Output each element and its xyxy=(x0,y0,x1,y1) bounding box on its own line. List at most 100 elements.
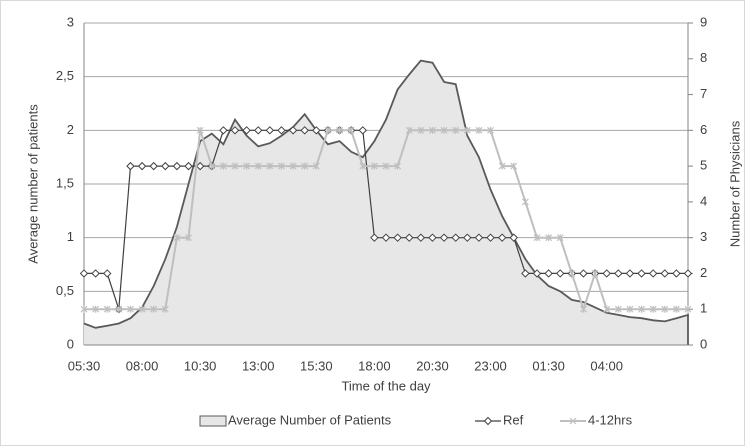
diamond-marker xyxy=(474,233,484,242)
y2-tick-label: 9 xyxy=(700,14,707,29)
diamond-marker xyxy=(184,161,193,171)
diamond-marker xyxy=(288,126,298,135)
diamond-marker xyxy=(91,269,100,278)
x-tick-label: 01:30 xyxy=(532,358,565,373)
star-marker xyxy=(231,162,239,170)
star-marker xyxy=(661,305,669,313)
y-tick-label: 0 xyxy=(67,336,74,351)
star-marker xyxy=(266,162,274,170)
star-marker xyxy=(487,126,494,134)
star-marker xyxy=(185,234,192,242)
star-marker xyxy=(556,234,564,242)
x-tick-label: 05:30 xyxy=(68,358,101,373)
star-marker xyxy=(649,305,657,313)
area-outline xyxy=(83,59,689,345)
diamond-marker xyxy=(648,269,658,278)
star-marker xyxy=(452,126,460,134)
star-marker xyxy=(429,126,436,134)
star-marker xyxy=(312,162,320,170)
star-marker xyxy=(103,305,111,313)
diamond-marker xyxy=(602,269,611,278)
star-marker xyxy=(324,126,332,134)
star-marker xyxy=(580,305,587,313)
star-marker xyxy=(289,162,297,170)
star-marker xyxy=(510,162,518,170)
star-marker xyxy=(173,234,181,242)
star-marker xyxy=(347,126,355,134)
diamond-marker xyxy=(683,269,693,278)
diamond-marker xyxy=(439,233,449,242)
diamond-marker xyxy=(579,269,588,278)
diamond-marker xyxy=(637,269,646,278)
star-marker xyxy=(638,305,645,313)
diamond-marker xyxy=(300,126,309,135)
diamond-marker xyxy=(660,269,669,278)
star-marker xyxy=(80,305,88,313)
star-marker xyxy=(196,126,204,134)
y2-tick-label: 0 xyxy=(700,336,707,351)
legend-label: Ref xyxy=(503,412,524,427)
diamond-marker xyxy=(416,233,426,242)
diamond-marker xyxy=(405,233,414,242)
legend-swatch xyxy=(199,415,227,427)
y2-tick-label: 7 xyxy=(700,86,707,101)
star-marker xyxy=(336,126,343,134)
diamond-marker xyxy=(137,161,147,171)
y-tick-label: 1 xyxy=(67,229,74,244)
star-marker xyxy=(161,305,169,313)
y2-tick-label: 1 xyxy=(700,301,707,316)
star-marker xyxy=(127,305,134,313)
star-marker xyxy=(278,162,285,170)
star-marker xyxy=(626,305,634,313)
diamond-marker xyxy=(277,126,286,135)
x-tick-label: 23:00 xyxy=(474,358,507,373)
y-axis-label: Average number of patients xyxy=(25,104,40,264)
diamond-marker xyxy=(625,269,635,278)
star-marker xyxy=(545,234,553,242)
diamond-marker xyxy=(614,269,623,278)
star-marker xyxy=(591,269,599,277)
diamond-marker xyxy=(532,269,542,278)
star-marker xyxy=(370,162,378,170)
y2-tick-label: 8 xyxy=(700,50,707,65)
star-marker xyxy=(208,162,216,170)
diamond-marker xyxy=(149,161,158,171)
star-marker xyxy=(382,162,390,170)
diamond-marker xyxy=(451,233,460,242)
star-marker xyxy=(498,162,506,170)
star-marker xyxy=(533,234,541,242)
diamond-marker xyxy=(370,233,379,242)
y2-tick-label: 6 xyxy=(700,122,707,137)
diamond-marker xyxy=(463,233,472,242)
y2-tick-label: 4 xyxy=(700,193,707,208)
diamond-marker xyxy=(544,269,553,278)
diamond-marker xyxy=(254,126,263,135)
diamond-marker xyxy=(242,126,251,135)
x-tick-label: 18:00 xyxy=(358,358,391,373)
star-marker xyxy=(463,126,471,134)
star-marker xyxy=(243,162,251,170)
star-marker xyxy=(359,162,367,170)
x-tick-label: 15:30 xyxy=(300,358,333,373)
star-marker xyxy=(614,305,622,313)
star-marker xyxy=(684,305,692,313)
x-tick-label: 04:00 xyxy=(590,358,623,373)
legend-label: Average Number of Patients xyxy=(228,412,392,427)
diamond-marker xyxy=(381,233,391,242)
star-marker xyxy=(138,305,146,313)
diamond-marker xyxy=(265,126,275,135)
star-marker xyxy=(417,126,425,134)
star-marker xyxy=(219,162,227,170)
star-marker xyxy=(301,162,309,170)
x-tick-label: 20:30 xyxy=(416,358,449,373)
y2-tick-label: 2 xyxy=(700,265,707,280)
y-tick-label: 3 xyxy=(67,14,74,29)
diamond-marker xyxy=(312,126,321,135)
star-marker xyxy=(440,126,448,134)
diamond-marker xyxy=(219,126,228,135)
legend-marker xyxy=(569,417,577,425)
x-tick-label: 08:00 xyxy=(126,358,159,373)
star-marker xyxy=(115,305,123,313)
x-axis-label: Time of the day xyxy=(341,378,431,393)
